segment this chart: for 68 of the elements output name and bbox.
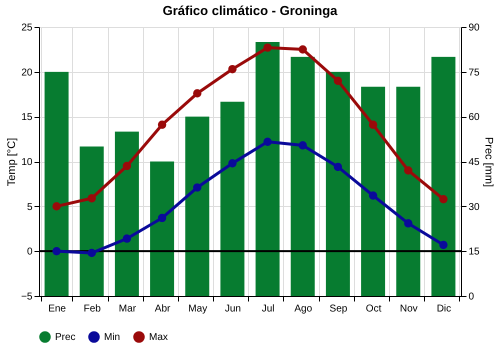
point [404,166,412,175]
x-tick-label: Jun [224,304,241,314]
point [158,120,166,129]
y2-tick-label: 90 [468,22,480,34]
x-tick-label: Jul [262,304,274,314]
point [158,214,166,222]
point [88,248,96,258]
point [334,162,342,172]
legend-label: Prec [55,332,76,343]
point [298,141,307,150]
bar [150,162,174,296]
point [52,246,61,256]
point [263,138,272,146]
point [228,64,237,74]
point [193,89,202,98]
y-tick-label: −5 [21,292,33,302]
point [439,194,448,204]
bar [431,56,456,296]
point [122,162,132,170]
x-tick-label: Dic [436,304,452,314]
point [122,234,132,243]
bar [290,56,315,296]
point [439,240,448,250]
x-tick-label: Mar [118,304,137,314]
bar [44,72,69,296]
point [368,120,378,129]
legend-label: Max [149,332,168,343]
point [263,43,272,52]
bar [114,132,139,296]
bar [220,102,244,296]
y-tick-label: 20 [21,67,33,78]
x-tick-label: Oct [366,304,382,314]
point [404,219,412,228]
point [52,202,61,211]
x-tick-label: May [188,304,208,314]
y-axis-title: Temp [°C] [6,138,18,186]
bar [361,86,386,296]
y2-tick-label: 60 [468,112,480,124]
point [88,194,96,202]
y2-tick-label: 45 [468,157,480,168]
bar [185,116,210,296]
y-tick-label: 0 [26,246,33,258]
bar [396,86,420,296]
point [193,183,202,192]
y2-tick-label: 15 [468,246,480,258]
bar [256,42,280,296]
y2-tick-label: 30 [468,202,480,213]
y-tick-label: 25 [21,22,33,34]
x-tick-label: Abr [154,304,172,314]
x-tick-label: Feb [84,304,102,314]
x-tick-label: Ene [48,304,66,314]
chart-title: Gráfico climático - Groninga [162,3,338,18]
y-tick-label: 10 [21,157,33,168]
bar [80,146,104,296]
point [334,76,342,85]
y2-tick-label: 0 [468,292,474,302]
y2-axis-title: Prec [mm] [482,136,495,188]
bar [326,72,350,296]
point [298,45,307,54]
point [368,191,378,200]
y-tick-label: 5 [26,202,33,213]
legend-label: Min [104,332,120,343]
y-tick-label: 15 [21,112,33,124]
y2-tick-label: 75 [468,67,480,78]
x-tick-label: Nov [400,304,418,314]
point [228,159,237,168]
x-tick-label: Sep [330,304,348,314]
x-tick-label: Ago [294,304,313,314]
